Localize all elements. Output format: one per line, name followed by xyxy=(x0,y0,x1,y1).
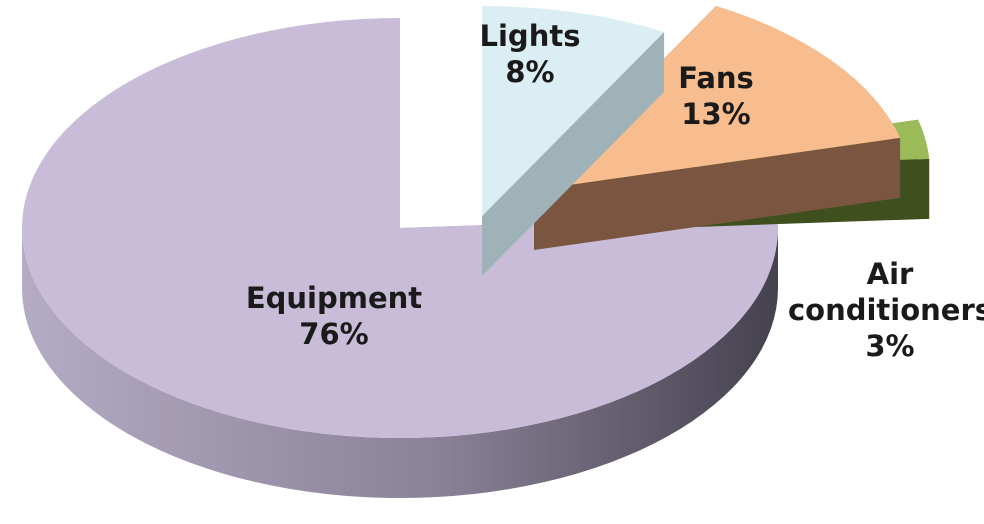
pie-slice-lights xyxy=(482,6,665,276)
slice-label-fans: Fans 13% xyxy=(678,61,754,131)
slice-label-lights: Lights 8% xyxy=(480,19,581,89)
slice-label-air-conditioners: Air conditioners 3% xyxy=(788,257,984,363)
slice-label-equipment: Equipment 76% xyxy=(246,281,422,351)
